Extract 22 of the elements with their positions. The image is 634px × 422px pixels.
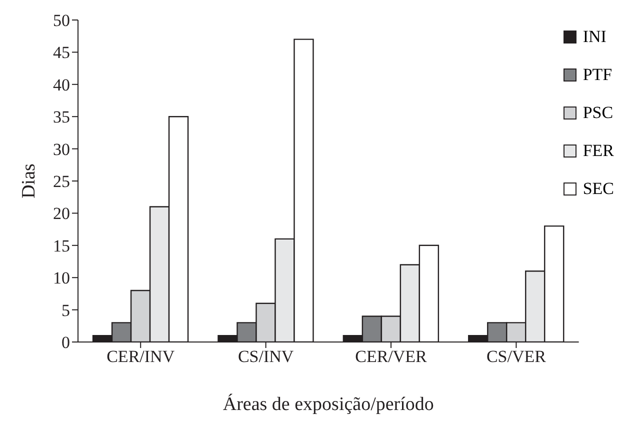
y-tick-label: 45 bbox=[53, 43, 70, 62]
y-tick-label: 40 bbox=[53, 75, 70, 94]
x-tick-label: CS/INV bbox=[238, 347, 294, 366]
y-tick-label: 25 bbox=[53, 172, 70, 192]
y-tick-label: 15 bbox=[53, 236, 70, 256]
legend-label: INI bbox=[582, 27, 606, 47]
legend-label: FER bbox=[582, 141, 614, 161]
x-axis-title: Áreas de exposição/período bbox=[222, 393, 434, 415]
y-tick-label: 30 bbox=[53, 140, 70, 159]
legend-label: SEC bbox=[582, 179, 614, 199]
x-tick-label: CER/VER bbox=[355, 347, 428, 366]
y-tick-label: 20 bbox=[53, 204, 70, 224]
y-tick-label: 50 bbox=[53, 11, 70, 30]
x-tick-label: CER/INV bbox=[106, 347, 176, 366]
y-tick-label: 10 bbox=[53, 268, 70, 288]
legend-label: PSC bbox=[582, 103, 614, 123]
y-tick-label: 0 bbox=[62, 333, 70, 352]
y-axis-title: Dias bbox=[18, 164, 40, 198]
y-tick-label: 5 bbox=[62, 300, 70, 320]
legend-label: PTF bbox=[582, 65, 612, 85]
x-tick-label: CS/VER bbox=[486, 347, 547, 366]
y-tick-label: 35 bbox=[53, 108, 70, 127]
